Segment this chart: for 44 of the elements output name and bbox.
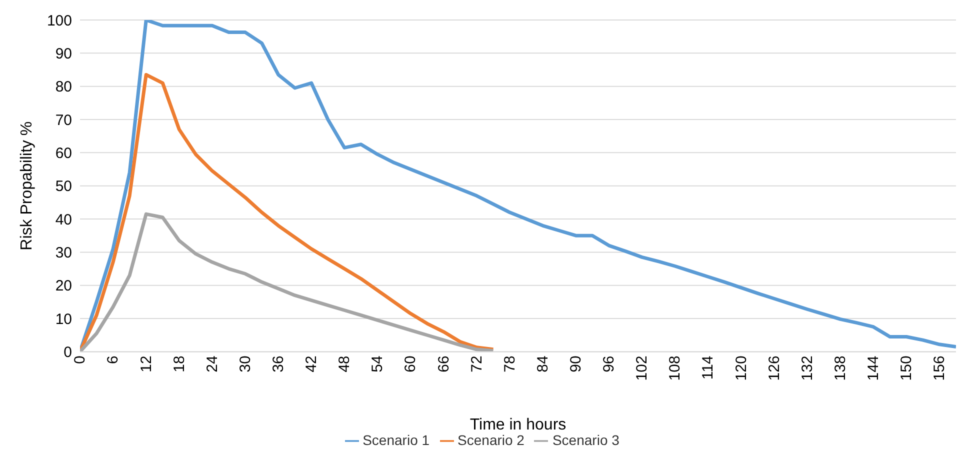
x-tick-label: 138 bbox=[832, 356, 849, 381]
x-tick-label: 132 bbox=[798, 356, 816, 381]
y-tick-label: 20 bbox=[55, 278, 72, 295]
x-tick-label: 0 bbox=[72, 356, 89, 364]
x-tick-label: 144 bbox=[865, 356, 882, 381]
y-tick-label: 100 bbox=[46, 12, 72, 30]
x-tick-label: 114 bbox=[700, 356, 717, 380]
x-tick-label: 48 bbox=[336, 356, 354, 372]
x-tick-label: 72 bbox=[468, 356, 486, 372]
x-tick-label: 18 bbox=[170, 356, 188, 372]
y-tick-label: 40 bbox=[55, 211, 72, 228]
y-tick-label: 80 bbox=[55, 78, 72, 96]
y-tick-label: 10 bbox=[55, 310, 72, 328]
y-tick-label: 90 bbox=[55, 45, 72, 62]
y-tick-label: 70 bbox=[55, 112, 72, 129]
line-series bbox=[80, 212, 495, 352]
x-tick-label: 54 bbox=[369, 356, 386, 372]
x-tick-label: 120 bbox=[732, 356, 750, 381]
x-tick-label: 12 bbox=[138, 356, 155, 372]
x-axis-title: Time in hours bbox=[470, 416, 566, 434]
legend-label: Scenario 3 bbox=[552, 432, 620, 448]
x-tick-label: 24 bbox=[204, 356, 221, 372]
y-tick-label: 50 bbox=[55, 178, 72, 196]
x-tick-label: 150 bbox=[898, 356, 916, 381]
y-tick-label: 60 bbox=[55, 145, 72, 162]
x-tick-label: 96 bbox=[600, 356, 618, 372]
x-tick-label: 60 bbox=[402, 356, 420, 372]
legend-label: Scenario 2 bbox=[458, 432, 524, 448]
x-tick-label: 30 bbox=[236, 356, 254, 372]
x-tick-label: 126 bbox=[766, 356, 783, 381]
x-tick-label: 102 bbox=[634, 356, 651, 381]
y-tick-label: 30 bbox=[55, 244, 72, 262]
x-tick-label: 84 bbox=[534, 356, 552, 372]
x-tick-label: 66 bbox=[435, 356, 452, 372]
x-tick-label: 42 bbox=[303, 356, 320, 372]
line-series bbox=[80, 72, 495, 352]
x-tick-label: 36 bbox=[270, 356, 287, 372]
legend-label: Scenario 1 bbox=[362, 432, 430, 448]
x-tick-label: 156 bbox=[931, 356, 948, 381]
y-axis-title: Risk Propability % bbox=[18, 121, 36, 250]
x-tick-label: 90 bbox=[568, 356, 584, 372]
x-tick-label: 78 bbox=[501, 356, 518, 372]
x-tick-label: 108 bbox=[666, 356, 684, 381]
x-tick-label: 6 bbox=[104, 356, 122, 364]
